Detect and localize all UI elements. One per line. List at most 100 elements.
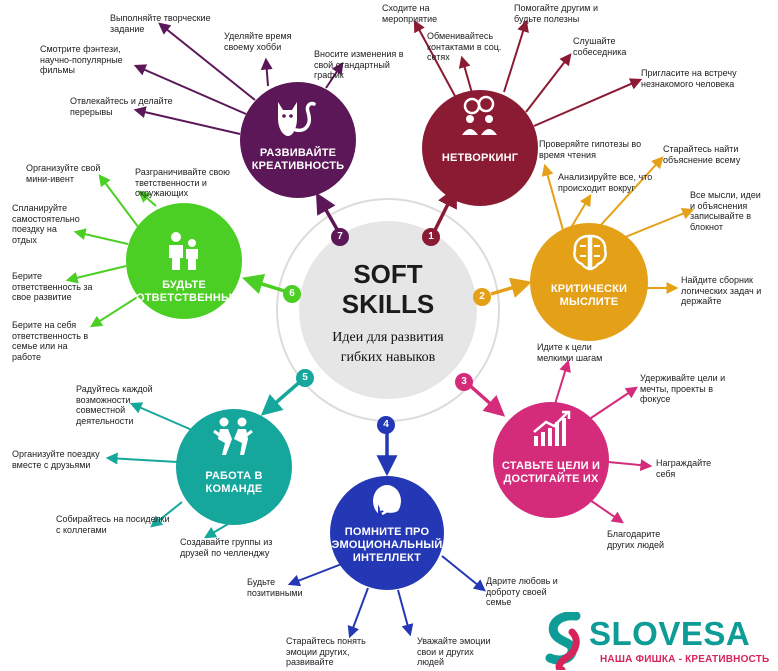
tip-responsible-4: Берите на себя ответственность в семье и…: [12, 320, 89, 362]
tip-team-2: Организуйте поездку вместе с друзьями: [12, 449, 100, 470]
ray-responsible-2: [73, 228, 129, 245]
tip-responsible-5: Разграничивайте свою тветственности и ок…: [135, 167, 230, 198]
center-title: SOFT SKILLS: [341, 259, 435, 319]
ray-critical-3: [599, 156, 664, 227]
node-number-7: 7: [331, 228, 349, 246]
ray-critical-2: [571, 193, 592, 227]
family-icon: [169, 232, 198, 270]
tip-networking-3: Помогайте другим и будьте полезны: [514, 3, 598, 24]
tip-networking-2: Обменивайтесь контактами в соц. сетях: [427, 31, 502, 62]
ray-goals-2: [587, 386, 638, 421]
node-critical-thinking-label: КРИТИЧЕСКИ МЫСЛИТЕ: [550, 283, 628, 308]
node-creativity-label: РАЗВИВАЙТЕ КРЕАТИВНОСТЬ: [251, 147, 345, 172]
center-subtitle: Идеи для развития гибких навыков: [332, 330, 444, 365]
node-number-5: 5: [296, 369, 314, 387]
face-palm-icon: [373, 485, 401, 518]
node-number-6: 6: [283, 285, 301, 303]
tip-creativity-2: Смотрите фэнтези, научно-популярные филь…: [40, 44, 123, 75]
node-critical-circle: [530, 223, 648, 341]
tip-critical-4: Все мысли, идеи и объяснения записывайте…: [690, 190, 761, 232]
node-emotional-label: ПОМНИТЕ ПРО ЭМОЦИОНАЛЬНЫЙ ИНТЕЛЛЕКТ: [331, 526, 443, 564]
brain-icon: [573, 234, 607, 271]
node-number-4: 4: [377, 416, 395, 434]
ray-responsible-1: [98, 174, 140, 229]
ray-networking-1: [413, 19, 456, 97]
tip-critical-1: Проверяйте гипотезы во время чтения: [539, 139, 642, 160]
logo-tagline: НАША ФИШКА - КРЕАТИВНОСТЬ: [600, 654, 770, 665]
slovesa-s-logo-icon: [545, 612, 581, 670]
teamwork-icon: [213, 417, 253, 455]
ray-networking-4: [525, 53, 572, 113]
node-emotional-circle: [330, 476, 444, 590]
spoke-creative: [315, 192, 340, 232]
ray-goals-3: [607, 459, 653, 472]
ray-networking-2: [458, 55, 473, 94]
tip-responsible-1: Организуйте свой мини-ивент: [26, 163, 101, 184]
tip-creativity-5: Вносите изменения в свой стандартный гра…: [314, 49, 404, 80]
growth-chart-icon: [533, 410, 571, 446]
ray-networking-5: [533, 78, 643, 127]
tip-critical-3: Старайтесь найти объяснение всему: [663, 144, 741, 165]
node-responsible-circle: [126, 203, 242, 319]
logo-name: SLOVESA: [589, 615, 751, 652]
ray-goals-1: [554, 359, 571, 405]
tip-team-4: Создавайте группы из друзей по челленджу: [180, 537, 273, 558]
spoke-team: [260, 378, 304, 416]
ray-creative-1: [158, 22, 256, 101]
ray-creative-4: [260, 57, 273, 87]
ray-goals-4: [589, 499, 624, 524]
people-talking-icon: [462, 95, 497, 135]
ray-responsible-4: [89, 295, 140, 328]
ray-team-3: [150, 501, 183, 528]
tip-creativity-3: Отвлекайтесь и делайте перерывы: [70, 96, 173, 117]
node-number-3: 3: [455, 373, 473, 391]
ray-creative-2: [133, 64, 247, 115]
node-number-1: 1: [422, 228, 440, 246]
ray-creative-5: [325, 62, 344, 89]
ray-responsible-5: [138, 190, 157, 207]
tip-emotional-4: Дарите любовь и доброту своей семье: [486, 576, 558, 607]
ray-emotional-3: [397, 589, 414, 637]
node-networking-circle: [422, 90, 538, 206]
ray-team-2: [105, 452, 179, 465]
tip-networking-1: Сходите на мероприятие: [382, 3, 438, 24]
tip-team-1: Радуйтесь каждой возможности совместной …: [76, 384, 153, 426]
cat-icon: [278, 101, 316, 136]
spoke-critical: [490, 277, 533, 298]
node-networking-label: НЕТВОРКИНГ: [441, 152, 519, 164]
ray-emotional-4: [441, 555, 486, 592]
ray-critical-4: [617, 208, 695, 241]
tip-critical-5: Найдите сборник логических задач и держа…: [681, 275, 762, 306]
node-goals-circle: [493, 402, 609, 518]
tip-creativity-4: Уделяйте время своему хобби: [224, 31, 292, 52]
ray-critical-1: [541, 163, 564, 231]
tip-goals-2: Удерживайте цели и мечты, проекты в фоку…: [640, 373, 726, 404]
ray-networking-3: [503, 19, 529, 93]
node-team-label: РАБОТА В КОМАНДЕ: [205, 470, 263, 495]
tip-responsible-3: Берите ответственность за свое развитие: [12, 271, 93, 302]
node-creative-circle: [240, 82, 356, 198]
tip-goals-3: Награждайте себя: [656, 458, 712, 479]
tip-goals-1: Идите к цели мелкими шагам: [537, 342, 603, 363]
ray-responsible-3: [65, 265, 127, 284]
tip-networking-4: Слушайте собеседника: [573, 36, 627, 57]
tip-emotional-3: Уважайте эмоции свои и других людей: [417, 636, 491, 667]
tip-networking-5: Пригласите на встречу незнакомого челове…: [641, 68, 737, 89]
ray-team-1: [129, 402, 193, 431]
node-responsible-label: БУДЬТЕ ОТВЕТСТВЕННЫ: [135, 279, 232, 304]
tip-goals-4: Благодарите других людей: [607, 529, 665, 550]
tip-emotional-2: Старайтесь понять эмоции других, развива…: [286, 636, 366, 667]
node-goals-label: СТАВЬТЕ ЦЕЛИ И ДОСТИГАЙТЕ ИХ: [501, 460, 601, 485]
node-team-circle: [176, 409, 292, 525]
node-number-2: 2: [473, 288, 491, 306]
ray-emotional-2: [347, 587, 369, 639]
center-circle: [299, 221, 477, 399]
ray-team-4: [203, 523, 229, 539]
slovesa-logo: SLOVESA НАША ФИШКА - КРЕАТИВНОСТЬ: [542, 612, 778, 671]
spoke-goals: [465, 381, 506, 417]
tip-creativity-1: Выполняйте творческие задание: [110, 13, 211, 34]
tip-responsible-2: Спланируйте самостоятельно поездку на от…: [12, 203, 80, 245]
tip-critical-2: Анализируйте все, что происходит вокруг: [558, 172, 653, 193]
tip-emotional-1: Будьте позитивными: [247, 577, 303, 598]
